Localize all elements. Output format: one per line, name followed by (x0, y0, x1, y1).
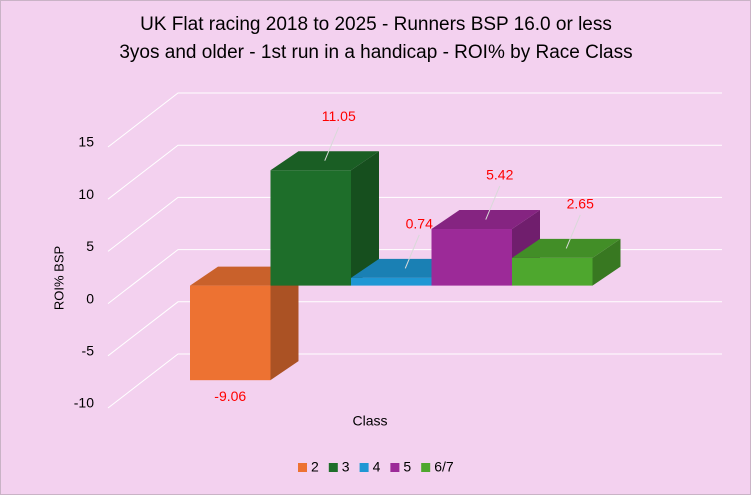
legend-label: 4 (373, 459, 381, 475)
value-label: 0.74 (406, 216, 433, 232)
legend-label: 3 (342, 459, 350, 475)
y-tick-label: 0 (86, 290, 94, 306)
bar-front (512, 257, 593, 286)
legend-label: 5 (403, 459, 411, 475)
legend-swatch (359, 463, 369, 472)
bar-front (190, 285, 271, 381)
x-axis-label: Class (352, 413, 387, 429)
y-tick-label: 15 (78, 134, 94, 150)
legend-swatch (421, 463, 431, 472)
chart-title: UK Flat racing 2018 to 2025 - Runners BS… (140, 14, 612, 35)
y-tick-label: -5 (82, 343, 95, 359)
grid-line (107, 92, 722, 148)
legend-label: 2 (311, 459, 319, 475)
legend-swatch (328, 463, 338, 472)
value-label: 11.05 (322, 108, 356, 124)
grid-line (107, 301, 722, 357)
y-axis-label: ROI% BSP (51, 246, 66, 310)
value-label: -9.06 (214, 388, 246, 404)
leader-line (404, 234, 420, 269)
y-tick-label: 10 (78, 186, 94, 202)
leader-line (324, 127, 340, 161)
value-label: 5.42 (486, 167, 513, 183)
bar-front (351, 277, 432, 286)
legend-swatch (390, 463, 400, 472)
leader-line (565, 214, 581, 249)
value-label: 2.65 (567, 196, 594, 212)
leader-line (485, 185, 501, 220)
grid-line (107, 196, 722, 252)
bar-side (270, 266, 299, 381)
y-tick-label: -10 (74, 395, 94, 411)
bar-side (351, 151, 379, 286)
grid-line (107, 353, 722, 409)
grid-line (107, 144, 722, 200)
bar-front (431, 229, 512, 286)
legend-swatch (298, 463, 307, 472)
chart-title: 3yos and older - 1st run in a handicap -… (119, 42, 632, 63)
bar (270, 151, 379, 286)
bar-front (270, 170, 351, 286)
legend-label: 6/7 (434, 459, 454, 475)
y-tick-label: 5 (86, 238, 94, 254)
bar-side (592, 238, 621, 286)
